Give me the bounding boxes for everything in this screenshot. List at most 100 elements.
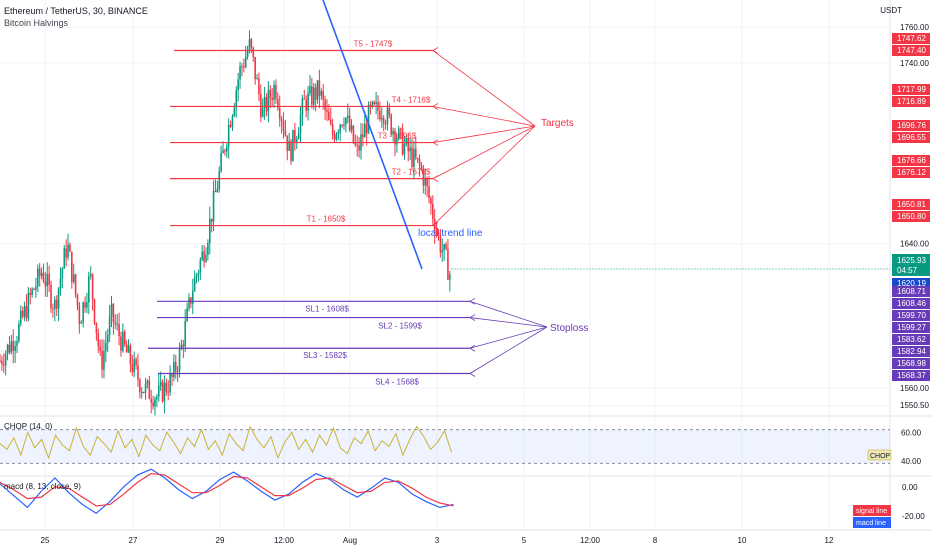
target-arrow — [432, 125, 536, 226]
candle-body — [78, 305, 81, 324]
price-tag-box — [892, 278, 930, 289]
time-tick: 3 — [435, 536, 440, 545]
candle-body — [171, 374, 173, 378]
candle-body — [57, 288, 60, 309]
candle-body — [157, 385, 160, 397]
halvings-indicator-label[interactable]: Bitcoin Halvings — [4, 18, 69, 28]
candle-body — [324, 99, 326, 110]
candle-body — [44, 281, 47, 287]
candle-body — [178, 349, 181, 371]
time-axis: 25 27 29 12:00 Aug 3 5 12:00 8 10 12 — [0, 529, 932, 545]
candle-body — [239, 66, 241, 80]
candle-body — [10, 341, 13, 353]
candle-body — [52, 308, 54, 310]
candle-body — [341, 124, 343, 126]
candle-body — [439, 235, 442, 253]
price-tag-box — [892, 167, 930, 178]
target-label: T2 - 1676$ — [392, 168, 431, 177]
macd-series-line — [0, 468, 454, 515]
macd-pane-label[interactable]: macd (8, 13, close, 9) — [4, 482, 81, 491]
price-tag-box — [892, 211, 930, 222]
candle-body — [93, 299, 96, 323]
candle-body — [384, 123, 387, 125]
candle-body — [195, 274, 198, 278]
candle-body — [140, 391, 143, 393]
candle-body — [33, 288, 35, 290]
symbol-title[interactable]: Ethereum / TetherUS, 30, BINANCE — [4, 6, 148, 16]
chop-tag: CHOP — [870, 453, 891, 460]
candle-body — [269, 89, 272, 99]
candle-body — [150, 398, 152, 403]
currency-label: USDT — [880, 6, 902, 15]
price-tag: 1583.62 — [897, 335, 926, 344]
target-label: T3 - 1696$ — [378, 132, 417, 141]
price-tag: 1599.70 — [897, 311, 926, 320]
candle-body — [88, 276, 90, 303]
candle-body — [229, 125, 232, 127]
candle-body — [95, 322, 98, 334]
candle-body — [97, 333, 100, 347]
candle-body — [299, 114, 302, 134]
candle-body — [86, 302, 88, 308]
candle-body — [375, 102, 377, 105]
candle-body — [403, 144, 406, 155]
candle-body — [437, 232, 440, 236]
candle-body — [265, 97, 268, 112]
candle-body — [365, 123, 368, 134]
candle-body — [48, 273, 50, 285]
candle-body — [135, 359, 137, 366]
chop-pane: 60.00 40.00 CHOP — [0, 425, 922, 466]
chop-pane-label[interactable]: CHOP (14, 0) — [4, 422, 53, 431]
candle-body — [379, 110, 381, 120]
candle-body — [163, 382, 166, 402]
candle-body — [182, 344, 185, 347]
candle-body — [350, 125, 353, 131]
candle-body — [356, 144, 359, 146]
price-tick: 1740.00 — [900, 59, 929, 68]
candle-body — [42, 272, 45, 282]
countdown-tag: 04:57 — [897, 266, 918, 275]
candle-body — [222, 150, 224, 154]
candle-body — [256, 78, 258, 80]
candle-body — [226, 146, 228, 152]
price-tag: 1676.66 — [897, 156, 926, 165]
candle-body — [110, 303, 113, 317]
price-tag: 1608.46 — [897, 299, 926, 308]
trend-label: local trend line — [418, 228, 483, 239]
signal-tag-box — [853, 505, 891, 516]
candle-body — [405, 138, 408, 145]
price-tag: 1716.89 — [897, 97, 926, 106]
candle-body — [297, 133, 300, 140]
price-tag: 1676.12 — [897, 168, 926, 177]
candle-body — [190, 297, 192, 304]
trend-line — [322, 0, 423, 270]
price-tag: 1650.81 — [897, 200, 926, 209]
candle-body — [105, 343, 107, 352]
chop-tick: 60.00 — [901, 428, 922, 437]
candle-body — [422, 168, 425, 186]
candle-body — [380, 117, 383, 120]
stoploss-label: SL1 - 1608$ — [305, 304, 349, 313]
candle-body — [227, 125, 230, 147]
price-tick: 1550.50 — [900, 401, 929, 410]
target-arrowhead — [432, 139, 439, 146]
candle-body — [173, 361, 175, 378]
candle-body — [271, 98, 273, 100]
candle-body — [59, 278, 62, 289]
candle-body — [399, 128, 402, 130]
candle-body — [152, 402, 154, 407]
stoploss-label: SL2 - 1599$ — [378, 322, 422, 331]
candle-body — [415, 148, 417, 158]
candle-body — [290, 141, 292, 162]
price-tag: 1747.40 — [897, 46, 926, 55]
candle-body — [16, 341, 18, 347]
current-price-tag: 1625.93 — [897, 256, 926, 265]
time-tick: Aug — [343, 536, 357, 545]
time-tick: 25 — [41, 536, 50, 545]
price-tag: 1568.98 — [897, 359, 926, 368]
candle-body — [252, 47, 255, 57]
candle-body — [156, 396, 158, 400]
candle-body — [263, 97, 266, 109]
stoploss-label: SL3 - 1582$ — [303, 351, 347, 360]
